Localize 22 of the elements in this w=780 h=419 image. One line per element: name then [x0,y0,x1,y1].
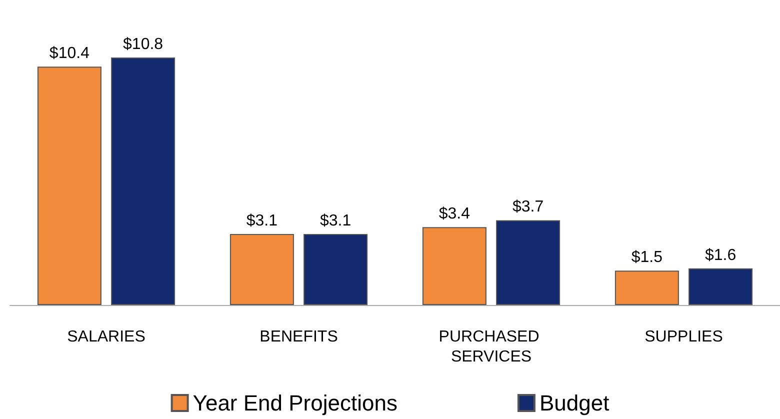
legend-label: Year End Projections [192,390,398,416]
data-label: $10.4 [49,45,90,62]
x-tick-label: PURCHASED SERVICES [438,328,544,366]
data-label: $1.5 [631,249,663,266]
data-label: $3.1 [246,212,278,230]
x-tick-label: SALARIES [67,328,146,346]
bar [304,234,368,305]
data-label: $3.7 [512,198,544,216]
legend-label: Budget [539,390,610,416]
x-tick-label: SUPPLIES [644,328,723,346]
data-label: $3.1 [320,212,352,230]
data-label: $10.8 [123,36,164,53]
bar [111,58,176,305]
bar [688,268,753,305]
x-tick-label: BENEFITS [260,328,338,346]
bar [496,220,560,305]
bar [614,270,679,305]
bar [230,234,294,305]
data-label: $1.6 [704,246,736,264]
data-label: $3.4 [438,206,470,223]
bar [37,66,102,305]
bar [422,227,486,305]
